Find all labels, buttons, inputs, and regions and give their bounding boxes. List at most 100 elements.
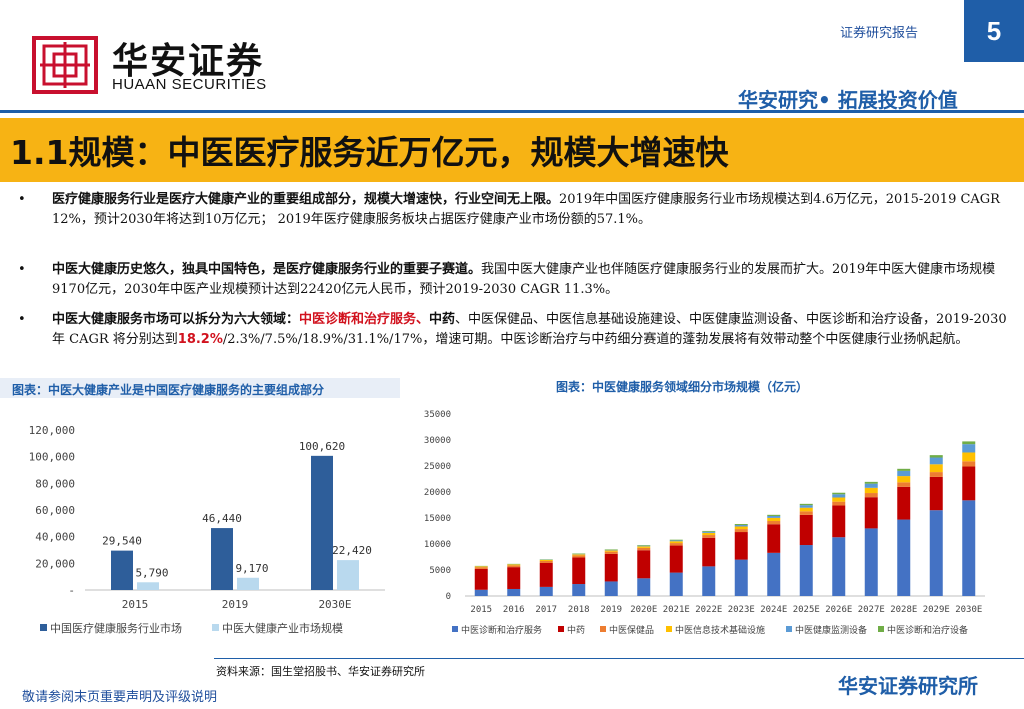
stacked-bar-segment bbox=[897, 519, 911, 596]
stacked-bar-segment bbox=[832, 492, 846, 495]
stacked-bar-segment bbox=[669, 545, 683, 573]
x-tick-label: 2022E bbox=[695, 605, 722, 615]
source-divider bbox=[214, 658, 1024, 659]
stacked-bar-segment bbox=[734, 524, 748, 526]
y-tick-label: 100,000 bbox=[29, 451, 75, 464]
bullet-paragraph-3: 中医大健康服务市场可以拆分为六大领域：中医诊断和治疗服务、中药、中医保健品、中医… bbox=[52, 310, 1007, 350]
stacked-bar-segment bbox=[669, 541, 683, 544]
footer-organization: 华安证券研究所 bbox=[838, 674, 978, 698]
stacked-bar-segment bbox=[799, 514, 813, 546]
x-tick-label: 2024E bbox=[760, 605, 787, 615]
stacked-bar-segment bbox=[474, 567, 488, 569]
header-divider bbox=[0, 110, 1024, 113]
page-number: 5 bbox=[964, 0, 1024, 62]
left-chart-caption: 图表：中医大健康产业是中国医疗健康服务的主要组成部分 bbox=[12, 383, 325, 397]
stacked-bar-segment bbox=[962, 500, 976, 596]
stacked-bar-segment bbox=[929, 457, 943, 465]
bullet-marker: • bbox=[18, 262, 26, 277]
stacked-bar-segment bbox=[637, 545, 651, 546]
bullet-3-red-segment: 中医诊断和治疗服务、 bbox=[299, 312, 430, 327]
data-label: 29,540 bbox=[102, 535, 142, 548]
x-tick-label: 2030E bbox=[318, 598, 351, 611]
y-tick-label: 60,000 bbox=[35, 504, 75, 517]
x-tick-label: 2015 bbox=[470, 605, 492, 615]
stacked-bar-segment bbox=[507, 567, 521, 589]
stacked-bar-segment bbox=[962, 444, 976, 453]
x-tick-label: 2019 bbox=[222, 598, 249, 611]
data-label: 5,790 bbox=[135, 566, 168, 579]
left-bar-chart: - 20,000 40,000 60,000 80,000 100,000 120,000 2… bbox=[29, 424, 385, 635]
x-tick-label: 2018 bbox=[568, 605, 590, 615]
stacked-bar-segment bbox=[929, 510, 943, 596]
stacked-bar-segment bbox=[604, 549, 618, 550]
x-tick-label: 2030E bbox=[955, 605, 982, 615]
y-tick-label: - bbox=[68, 584, 75, 597]
bullet-marker: • bbox=[18, 312, 26, 327]
stacked-bar-segment bbox=[572, 554, 586, 556]
stacked-bar-segment bbox=[767, 524, 781, 553]
y-tick-label: 20,000 bbox=[35, 557, 75, 570]
bullet-3-bold: 中医大健康服务市场可以拆分为六大领域： bbox=[52, 312, 300, 327]
bullet-3-bold2: 中药 bbox=[429, 312, 456, 327]
bar bbox=[337, 560, 359, 590]
x-tick-label: 2015 bbox=[122, 598, 149, 611]
y-tick-label: 120,000 bbox=[29, 424, 75, 437]
x-tick-label: 2029E bbox=[923, 605, 950, 615]
stacked-bar-segment bbox=[637, 550, 651, 579]
stacked-bar-segment bbox=[702, 537, 716, 567]
legend-swatch bbox=[212, 624, 219, 631]
title-bar bbox=[0, 118, 1024, 182]
bar bbox=[211, 528, 233, 590]
bullet-3-text1: 、中医保健品、中医信息基础设施建设、中医健康监测设备、中医诊断和治疗设备，201… bbox=[52, 312, 1007, 347]
stacked-bar-segment bbox=[832, 505, 846, 538]
bullet-3-red-value: 18.2% bbox=[177, 332, 223, 347]
bar bbox=[111, 550, 133, 590]
report-type: 证券研究报告 bbox=[840, 26, 919, 41]
disclaimer-link[interactable]: 敬请参阅末页重要声明及评级说明 bbox=[22, 690, 218, 705]
stacked-bar-segment bbox=[572, 584, 586, 596]
data-label: 22,420 bbox=[332, 544, 372, 557]
stacked-bar-segment bbox=[572, 557, 586, 585]
y-tick-label: 5000 bbox=[429, 566, 451, 576]
stacked-bar-segment bbox=[897, 482, 911, 487]
stacked-bar-segment bbox=[702, 532, 716, 536]
y-tick-label: 80,000 bbox=[35, 477, 75, 490]
y-tick-label: 20000 bbox=[424, 488, 451, 498]
stacked-bar-segment bbox=[702, 535, 716, 538]
stacked-bar-segment bbox=[734, 529, 748, 533]
stacked-bar-segment bbox=[767, 517, 781, 522]
stacked-bar-segment bbox=[799, 507, 813, 512]
stacked-bar-segment bbox=[832, 497, 846, 502]
source-note: 资料来源：国生堂招股书、华安证券研究所 bbox=[216, 665, 425, 678]
stacked-bar-segment bbox=[734, 525, 748, 527]
page-title: 1.1规模：中医医疗服务近万亿元，规模大增速快 bbox=[10, 133, 729, 172]
legend-label: 中药 bbox=[567, 624, 585, 636]
legend-swatch bbox=[40, 624, 47, 631]
stacked-bar-segment bbox=[864, 483, 878, 488]
stacked-bar-segment bbox=[539, 560, 553, 562]
stacked-bar-segment bbox=[702, 566, 716, 596]
stacked-bar-segment bbox=[832, 537, 846, 596]
stacked-bar-segment bbox=[962, 452, 976, 462]
x-tick-label: 2028E bbox=[890, 605, 917, 615]
slogan: 华安研究• 拓展投资价值 bbox=[738, 88, 958, 112]
stacked-bar-segment bbox=[962, 461, 976, 467]
y-tick-label: 0 bbox=[446, 592, 451, 602]
stacked-bar-segment bbox=[474, 566, 488, 568]
stacked-bar-segment bbox=[669, 539, 683, 541]
stacked-bar-segment bbox=[832, 494, 846, 498]
stacked-bar-segment bbox=[864, 497, 878, 529]
stacked-bar-segment bbox=[897, 468, 911, 471]
right-stacked-bar-chart: 0 5000 10000 15000 20000 25000 30000 35000 2015 2… bbox=[424, 410, 985, 636]
logo-symbol-icon bbox=[40, 42, 90, 88]
bar bbox=[237, 577, 259, 590]
stacked-bar-segment bbox=[702, 530, 716, 532]
legend-label: 中医大健康产业市场规模 bbox=[222, 621, 343, 635]
x-tick-label: 2017 bbox=[535, 605, 557, 615]
stacked-bar-segment bbox=[962, 441, 976, 445]
legend-label: 中医健康监测设备 bbox=[795, 624, 867, 636]
stacked-bar-segment bbox=[669, 572, 683, 596]
stacked-bar-segment bbox=[572, 555, 586, 558]
stacked-bar-segment bbox=[799, 511, 813, 515]
stacked-bar-segment bbox=[897, 470, 911, 477]
